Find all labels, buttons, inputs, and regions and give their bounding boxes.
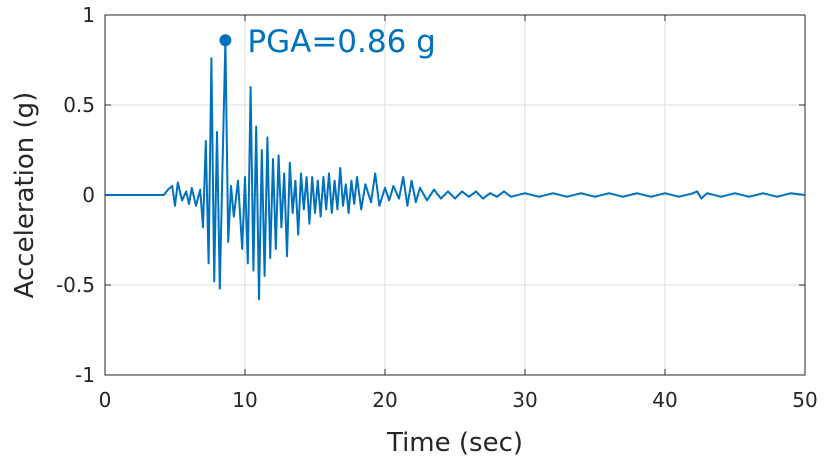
- x-tick-label: 0: [99, 388, 112, 412]
- x-tick-label: 10: [232, 388, 257, 412]
- y-tick-label: 0: [82, 183, 95, 207]
- x-tick-label: 40: [652, 388, 677, 412]
- y-tick-label: -0.5: [56, 273, 95, 297]
- x-tick-label: 30: [512, 388, 537, 412]
- series-group: [105, 39, 806, 301]
- x-tick-labels: 0 10 20 30 40 50: [99, 388, 818, 412]
- series-line-acceleration: [105, 39, 806, 301]
- annotations: PGA=0.86 g: [219, 24, 436, 60]
- pga-annotation: PGA=0.86 g: [247, 24, 435, 60]
- y-tick-labels: -1 -0.5 0 0.5 1: [56, 3, 95, 387]
- x-axis-label: Time (sec): [386, 428, 523, 458]
- y-tick-label: -1: [75, 363, 95, 387]
- pga-marker: [219, 34, 232, 47]
- x-tick-label: 50: [792, 388, 817, 412]
- plot-frame: [104, 14, 806, 376]
- x-tick-label: 20: [372, 388, 397, 412]
- y-axis-label: Acceleration (g): [10, 92, 40, 299]
- y-tick-label: 1: [82, 3, 95, 27]
- y-tick-label: 0.5: [63, 93, 95, 117]
